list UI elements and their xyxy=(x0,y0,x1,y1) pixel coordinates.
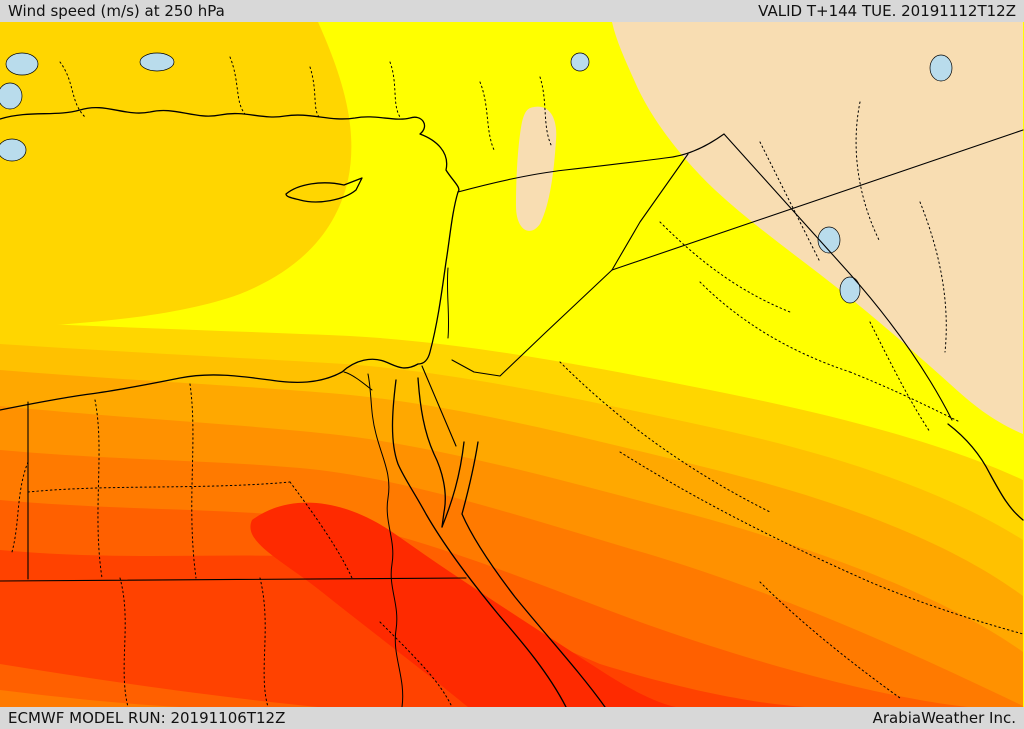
admin-border xyxy=(619,451,1024,635)
wind-band-level2-corner xyxy=(0,22,352,328)
cyprus-coastline xyxy=(285,177,363,203)
lake xyxy=(570,52,590,72)
lake xyxy=(139,52,175,72)
admin-border xyxy=(189,383,197,579)
border-jordan-saudi-iraq xyxy=(451,129,1024,377)
persian-gulf-coastline xyxy=(947,423,1024,521)
lakes xyxy=(0,52,953,304)
wind-band-level9-core xyxy=(250,502,676,707)
lake xyxy=(817,226,841,254)
admin-border xyxy=(229,56,246,115)
border-egypt-israel xyxy=(421,365,457,447)
border-egypt-sudan xyxy=(0,577,467,582)
admin-border xyxy=(539,76,553,148)
gulf-of-aqaba-shore xyxy=(441,441,465,528)
country-borders xyxy=(0,129,1024,582)
calm-region-beige xyxy=(612,22,1023,434)
admin-border xyxy=(869,321,931,433)
admin-border xyxy=(27,481,291,493)
admin-border xyxy=(699,281,851,373)
admin-border xyxy=(389,61,401,118)
rivers xyxy=(343,267,450,707)
admin-borders-dotted xyxy=(11,56,1024,707)
admin-border xyxy=(289,481,353,579)
admin-border xyxy=(379,621,453,707)
header-bar: Wind speed (m/s) at 250 hPa VALID T+144 … xyxy=(0,0,1024,22)
admin-border xyxy=(479,81,496,153)
admin-border xyxy=(59,61,86,118)
jordan-river xyxy=(446,267,450,339)
red-sea-east-coast xyxy=(461,441,606,707)
admin-border xyxy=(659,221,791,313)
border-syria-iraq xyxy=(611,153,689,271)
valid-time-label: VALID T+144 TUE. 20191112T12Z xyxy=(758,2,1016,20)
lake xyxy=(0,138,27,162)
model-run-label: ECMWF MODEL RUN: 20191106T12Z xyxy=(8,709,286,727)
admin-border xyxy=(94,399,103,579)
admin-border xyxy=(919,201,947,353)
coastlines xyxy=(0,106,1024,707)
wind-band-south-recovery-2 xyxy=(0,690,180,707)
wind-speed-map xyxy=(0,22,1024,707)
wind-band-south-recovery-1 xyxy=(0,664,318,707)
admin-border xyxy=(559,361,771,513)
brand-label: ArabiaWeather Inc. xyxy=(872,709,1016,727)
border-iraq-iran xyxy=(723,133,953,421)
mediterranean-coastline xyxy=(0,106,460,411)
nile-river xyxy=(367,373,404,707)
admin-border xyxy=(309,66,321,119)
map-title: Wind speed (m/s) at 250 hPa xyxy=(8,2,225,20)
nile-delta-branch xyxy=(343,371,373,391)
sinai-west-shore xyxy=(417,377,446,528)
lake xyxy=(839,276,861,304)
admin-border xyxy=(119,577,129,707)
map-area xyxy=(0,22,1024,707)
admin-border xyxy=(759,141,821,263)
footer-bar: ECMWF MODEL RUN: 20191106T12Z ArabiaWeat… xyxy=(0,707,1024,729)
lake xyxy=(0,82,23,110)
lake xyxy=(5,52,39,76)
border-turkey-syria xyxy=(457,133,725,193)
calm-region-beige-lobe xyxy=(516,106,557,231)
admin-border xyxy=(259,577,269,707)
lake xyxy=(929,54,953,82)
red-sea-west-coast xyxy=(391,379,567,707)
admin-border xyxy=(11,461,29,553)
